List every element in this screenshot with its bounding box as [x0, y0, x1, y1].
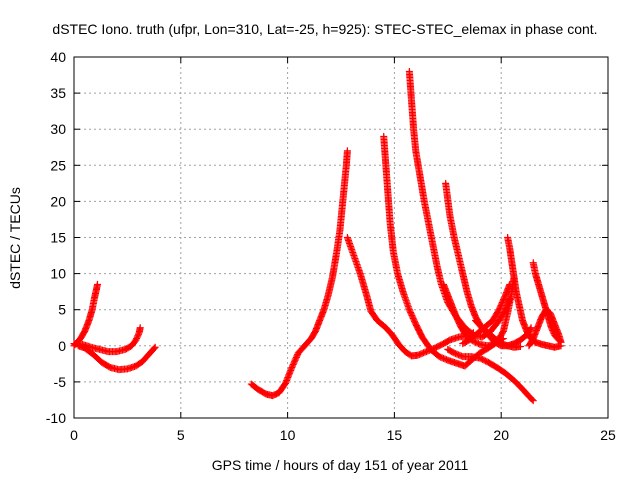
series-arc14 — [525, 306, 565, 350]
y-tick-label: 35 — [50, 85, 66, 101]
y-tick-label: -5 — [54, 374, 67, 390]
data-point — [528, 396, 536, 404]
axes: 0 5 10 15 20 25 -10 -5 0 5 10 15 20 25 30 35 40 — [46, 49, 616, 443]
data-point — [151, 343, 159, 351]
x-tick-label: 0 — [70, 427, 78, 443]
y-tick-label: 15 — [50, 230, 66, 246]
series-arc7 — [405, 67, 514, 341]
series-arc4 — [247, 147, 351, 400]
series-arc15 — [459, 280, 514, 348]
data-point — [516, 343, 524, 351]
data-point — [93, 280, 101, 288]
x-tick-label: 10 — [280, 427, 296, 443]
y-tick-label: 25 — [50, 157, 66, 173]
series-arc3 — [74, 342, 159, 374]
y-tick-label: 40 — [50, 49, 66, 65]
series-arc2 — [70, 324, 144, 356]
series-arc11 — [504, 234, 565, 351]
data-series — [70, 67, 565, 405]
data-point — [529, 397, 537, 405]
data-point — [506, 280, 514, 288]
data-point — [343, 147, 351, 155]
y-tick-label: 30 — [50, 121, 66, 137]
data-point — [527, 324, 535, 332]
data-point — [557, 338, 565, 346]
x-axis-label: GPS time / hours of day 151 of year 2011 — [212, 457, 469, 473]
y-axis-label: dSTEC / TECUs — [7, 187, 23, 289]
x-tick-label: 25 — [600, 427, 616, 443]
x-tick-label: 20 — [493, 427, 509, 443]
chart-title: dSTEC Iono. truth (ufpr, Lon=310, Lat=-2… — [52, 21, 597, 37]
y-tick-label: 20 — [50, 193, 66, 209]
x-tick-label: 5 — [177, 427, 185, 443]
plot-frame — [73, 56, 609, 419]
series-arc9 — [444, 345, 537, 405]
series-arc10 — [440, 273, 518, 350]
data-point — [150, 344, 158, 352]
y-tick-label: 5 — [58, 302, 66, 318]
series-arc1 — [70, 280, 101, 350]
y-tick-label: 10 — [50, 266, 66, 282]
y-tick-label: -10 — [46, 410, 66, 426]
data-point — [136, 324, 144, 332]
y-tick-label: 0 — [58, 338, 66, 354]
x-tick-label: 15 — [387, 427, 403, 443]
